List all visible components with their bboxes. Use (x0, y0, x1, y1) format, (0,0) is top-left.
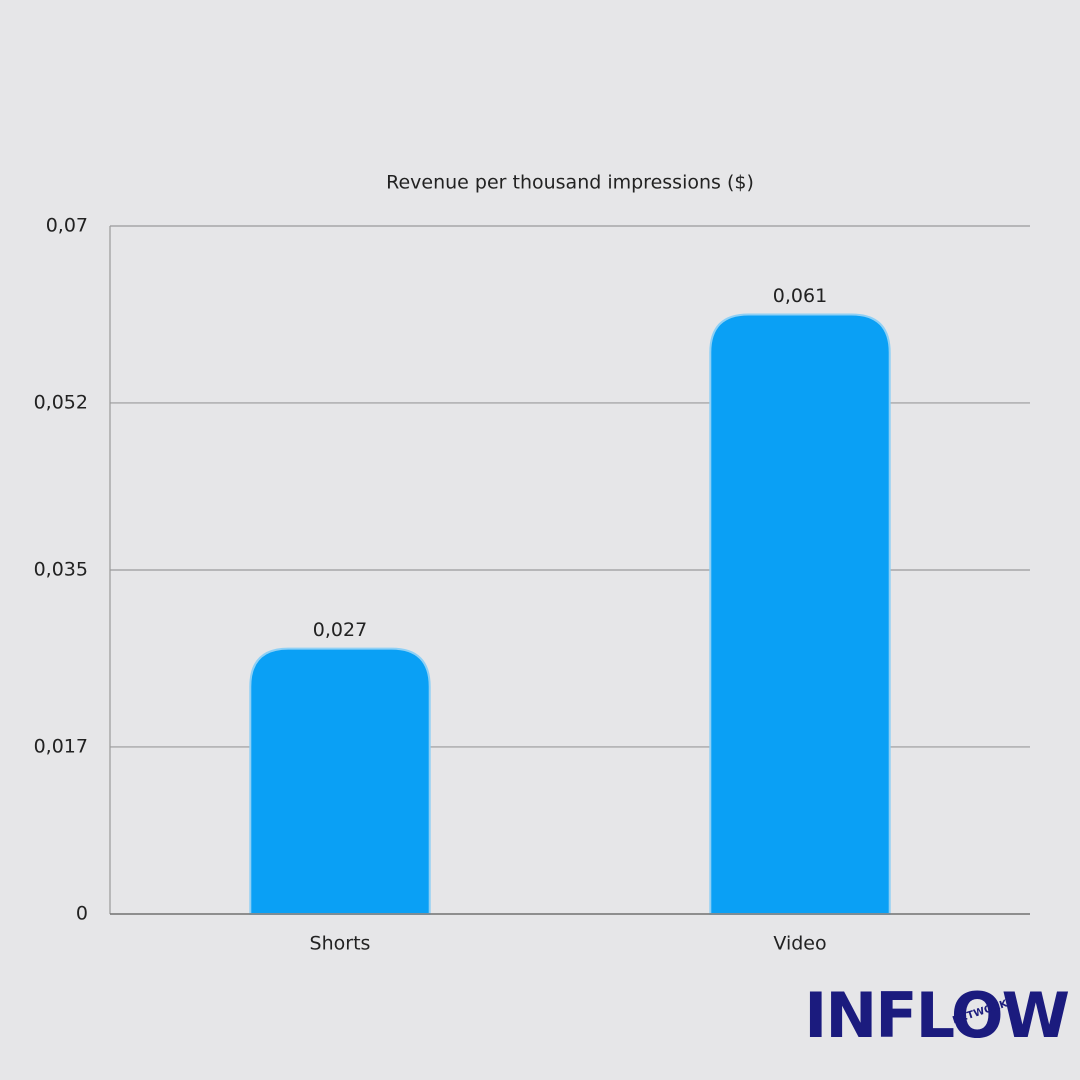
y-tick-label: 0,035 (34, 559, 88, 581)
value-label: 0,027 (313, 619, 367, 641)
logo-text: INFLOW (804, 979, 1068, 1052)
y-tick-label: 0,07 (46, 215, 88, 237)
value-label: 0,061 (773, 285, 827, 307)
y-tick-label: 0,052 (34, 391, 88, 413)
logo: INFLOW NETWORK (804, 979, 1070, 1052)
y-tick-label: 0 (76, 903, 88, 925)
y-tick-label: 0,017 (34, 735, 88, 757)
bar (709, 313, 891, 915)
bar (249, 647, 431, 915)
x-tick-label: Video (773, 933, 826, 955)
x-tick-label: Shorts (310, 933, 371, 955)
chart-title: Revenue per thousand impressions ($) (386, 172, 754, 194)
